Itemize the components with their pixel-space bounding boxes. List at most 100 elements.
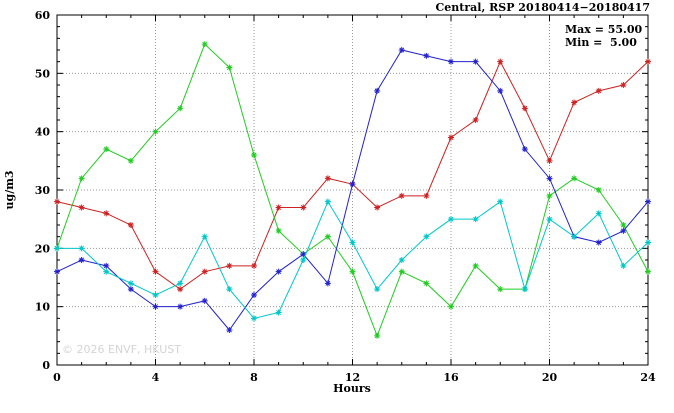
series-marker-blue <box>546 175 553 182</box>
x-tick-label: 4 <box>152 371 160 384</box>
series-marker-green <box>201 41 208 48</box>
series-marker-blue <box>521 146 528 153</box>
series-marker-cyan <box>275 309 282 316</box>
series-marker-green <box>127 157 134 164</box>
series-marker-cyan <box>127 280 134 287</box>
series-marker-red <box>448 134 454 141</box>
series-marker-green <box>595 187 602 193</box>
series-marker-cyan <box>448 216 454 223</box>
series-marker-red <box>251 262 257 269</box>
series-marker-green <box>620 222 627 228</box>
series-marker-green <box>103 146 110 153</box>
series-marker-blue <box>497 87 504 94</box>
series-marker-blue <box>349 181 356 188</box>
series-marker-cyan <box>251 315 257 322</box>
y-tick-label: 0 <box>42 359 50 372</box>
series-marker-green <box>152 128 159 135</box>
series-marker-red <box>472 117 479 123</box>
series-marker-green <box>423 280 430 287</box>
y-axis-label: ug/m3 <box>3 171 16 210</box>
series-marker-red <box>103 210 110 217</box>
series-marker-cyan <box>423 233 430 240</box>
series-marker-red <box>620 82 627 88</box>
series-marker-blue <box>275 268 282 275</box>
series-marker-blue <box>177 303 184 310</box>
series-marker-cyan <box>349 239 356 246</box>
series-marker-red <box>645 58 651 65</box>
x-tick-label: 24 <box>640 371 656 384</box>
plot-area: 0 4 8 12 16 20 24 0 10 20 30 40 50 60 <box>35 9 656 384</box>
series-marker-blue <box>201 297 208 304</box>
series-marker-green <box>546 192 553 199</box>
series-marker-cyan <box>398 257 405 263</box>
series-marker-cyan <box>595 210 602 217</box>
series-marker-cyan <box>54 245 60 252</box>
x-tick-label: 16 <box>443 371 459 384</box>
series-marker-blue <box>226 327 233 333</box>
min-annotation: Min = 5.00 <box>565 36 637 49</box>
series-marker-blue <box>103 262 110 269</box>
x-tick-label: 0 <box>53 371 61 384</box>
series-marker-green <box>571 175 578 182</box>
series-marker-red <box>127 222 134 228</box>
series-marker-green <box>226 64 233 71</box>
x-tick-label: 20 <box>542 371 558 384</box>
series-marker-green <box>349 268 356 275</box>
series-marker-green <box>374 332 381 339</box>
series-marker-red <box>201 268 208 275</box>
series-marker-green <box>472 262 479 269</box>
series-marker-blue <box>423 52 430 59</box>
series-marker-green <box>78 175 85 182</box>
series-marker-cyan <box>571 233 578 240</box>
series-marker-cyan <box>645 239 651 246</box>
series-marker-green <box>497 286 504 293</box>
series-marker-cyan <box>201 233 208 240</box>
series-marker-cyan <box>620 262 627 269</box>
y-tick-label: 40 <box>35 126 51 139</box>
x-tick-label: 12 <box>345 371 360 384</box>
series-marker-cyan <box>324 198 331 205</box>
series-marker-red <box>300 204 307 211</box>
series-marker-green <box>324 233 331 240</box>
series-marker-blue <box>54 268 60 275</box>
series-marker-cyan <box>152 292 159 298</box>
series-marker-cyan <box>472 216 479 223</box>
y-tick-label: 60 <box>35 9 51 22</box>
series-marker-red <box>324 175 331 182</box>
x-axis-label: Hours <box>333 382 371 395</box>
y-tick-label: 10 <box>35 301 51 314</box>
series-marker-cyan <box>177 280 184 287</box>
series-marker-red <box>152 268 159 275</box>
watermark: © 2026 ENVF, HKUST <box>62 343 181 356</box>
series-marker-red <box>374 204 381 211</box>
series-marker-cyan <box>78 245 85 252</box>
series-marker-red <box>275 204 282 211</box>
x-tick-label: 8 <box>250 371 258 384</box>
series-marker-cyan <box>300 257 307 263</box>
series-marker-blue <box>127 286 134 293</box>
series-marker-blue <box>595 239 602 246</box>
series-marker-red <box>546 157 553 164</box>
series-marker-blue <box>300 251 307 258</box>
series-marker-red <box>571 99 578 106</box>
max-annotation: Max = 55.00 <box>565 23 643 36</box>
y-tick-label: 20 <box>35 242 51 255</box>
series-marker-cyan <box>374 286 381 293</box>
y-tick-label: 30 <box>35 184 51 197</box>
series-marker-cyan <box>546 216 553 223</box>
series-marker-blue <box>374 87 381 94</box>
series-marker-cyan <box>497 198 504 205</box>
series-marker-red <box>226 262 233 269</box>
series-marker-red <box>595 87 602 94</box>
series-marker-blue <box>448 58 454 65</box>
series-marker-red <box>497 58 504 65</box>
series-marker-red <box>521 105 528 112</box>
chart-title: Central, RSP 20180414−20180417 <box>436 1 650 14</box>
series-marker-cyan <box>103 268 110 275</box>
series-marker-green <box>251 152 257 158</box>
series-marker-blue <box>472 58 479 65</box>
series-marker-blue <box>324 280 331 287</box>
series-marker-red <box>398 192 405 199</box>
